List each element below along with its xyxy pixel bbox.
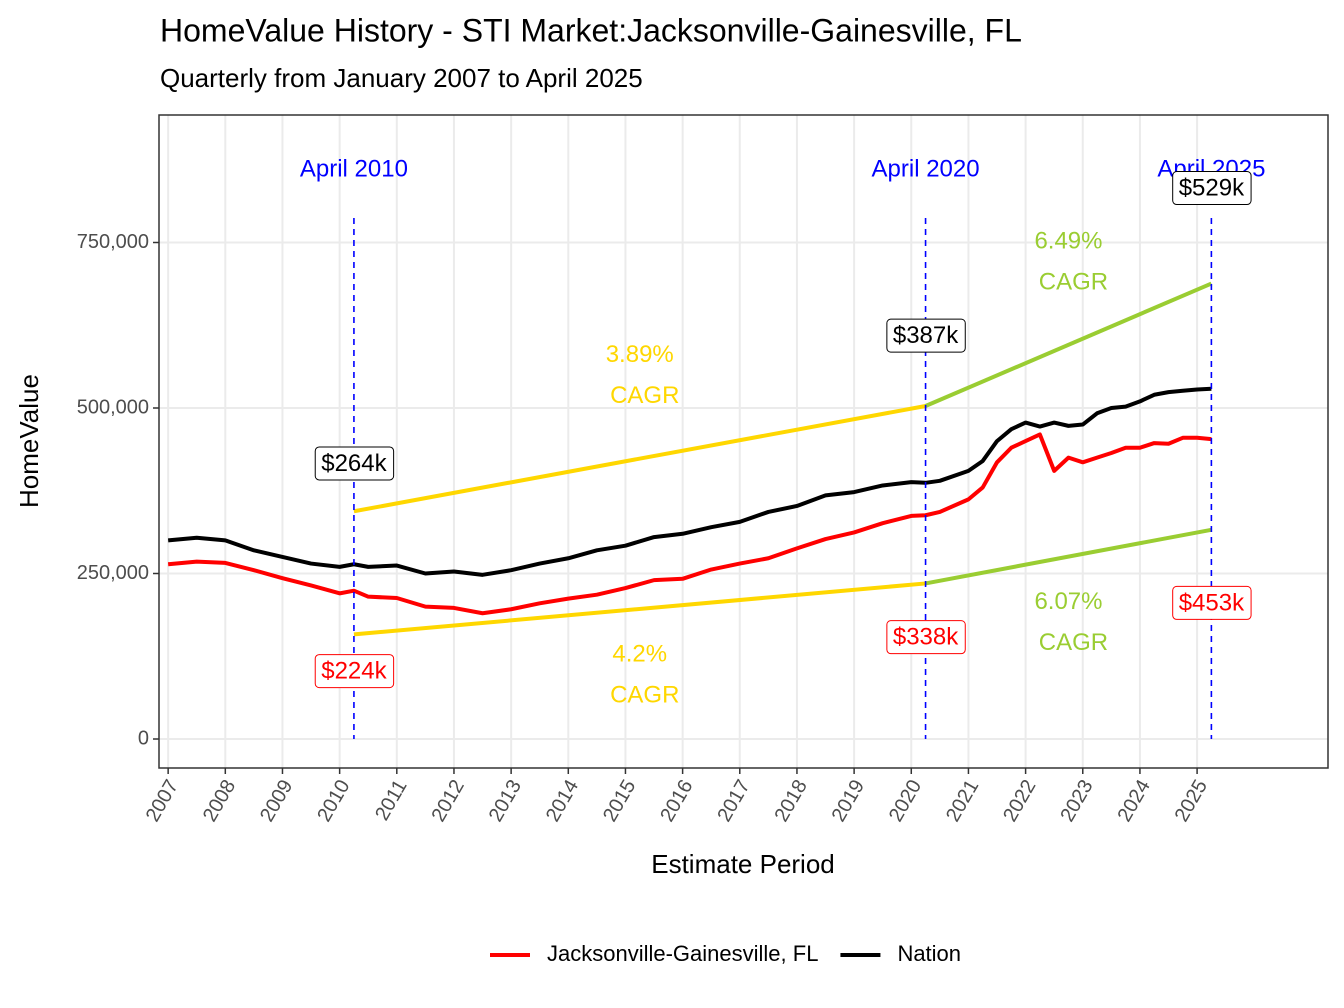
value-label-box: [314, 446, 395, 481]
value-label-box: [886, 318, 966, 353]
cagr-line: [924, 281, 1213, 408]
y-tick-label: 750,000: [77, 231, 149, 253]
value-label-text: $453k: [1179, 589, 1245, 616]
legend-label: Jacksonville-Gainesville, FL: [547, 941, 818, 966]
event-label: April 2020: [872, 155, 980, 182]
y-tick-label: 0: [138, 727, 149, 749]
cagr-label: CAGR: [1039, 629, 1108, 656]
chart-title: HomeValue History - STI Market:Jacksonvi…: [160, 12, 1022, 48]
y-tick-label: 500,000: [77, 396, 149, 418]
series-line: [167, 432, 1212, 616]
value-label: $453k: [1172, 585, 1252, 620]
cagr-label: 4.2%: [612, 640, 667, 667]
value-label: $224k: [314, 654, 395, 689]
value-label-text: $224k: [321, 658, 387, 685]
y-tick-label: 250,000: [77, 562, 149, 584]
x-axis-label: Estimate Period: [651, 849, 835, 879]
value-label: $264k: [314, 446, 395, 481]
value-label: $338k: [886, 620, 966, 655]
cagr-label: CAGR: [610, 681, 679, 708]
cagr-label: CAGR: [610, 382, 679, 409]
event-label: April 2010: [300, 155, 408, 182]
cagr-label: 3.89%: [606, 341, 674, 368]
value-label-box: [314, 654, 395, 689]
value-label-box: [1172, 585, 1252, 620]
plot-border: [158, 114, 1329, 769]
series-line: [167, 386, 1212, 577]
value-label: $387k: [886, 318, 966, 353]
cagr-line: [925, 527, 1212, 586]
value-label: $529k: [1172, 171, 1252, 206]
cagr-label: 6.07%: [1034, 588, 1102, 615]
chart-subtitle: Quarterly from January 2007 to April 202…: [160, 63, 643, 93]
cagr-line: [353, 581, 926, 637]
value-label-text: $387k: [893, 322, 959, 349]
value-label-text: $264k: [321, 450, 387, 477]
value-label-text: $338k: [893, 624, 959, 651]
value-label-text: $529k: [1179, 175, 1245, 202]
value-label-box: [1172, 171, 1252, 206]
cagr-line: [353, 404, 926, 514]
value-label-box: [886, 620, 966, 655]
cagr-label: CAGR: [1039, 268, 1108, 295]
cagr-label: 6.49%: [1034, 227, 1102, 254]
y-axis-label: HomeValue: [14, 374, 44, 508]
legend-label: Nation: [897, 941, 961, 966]
